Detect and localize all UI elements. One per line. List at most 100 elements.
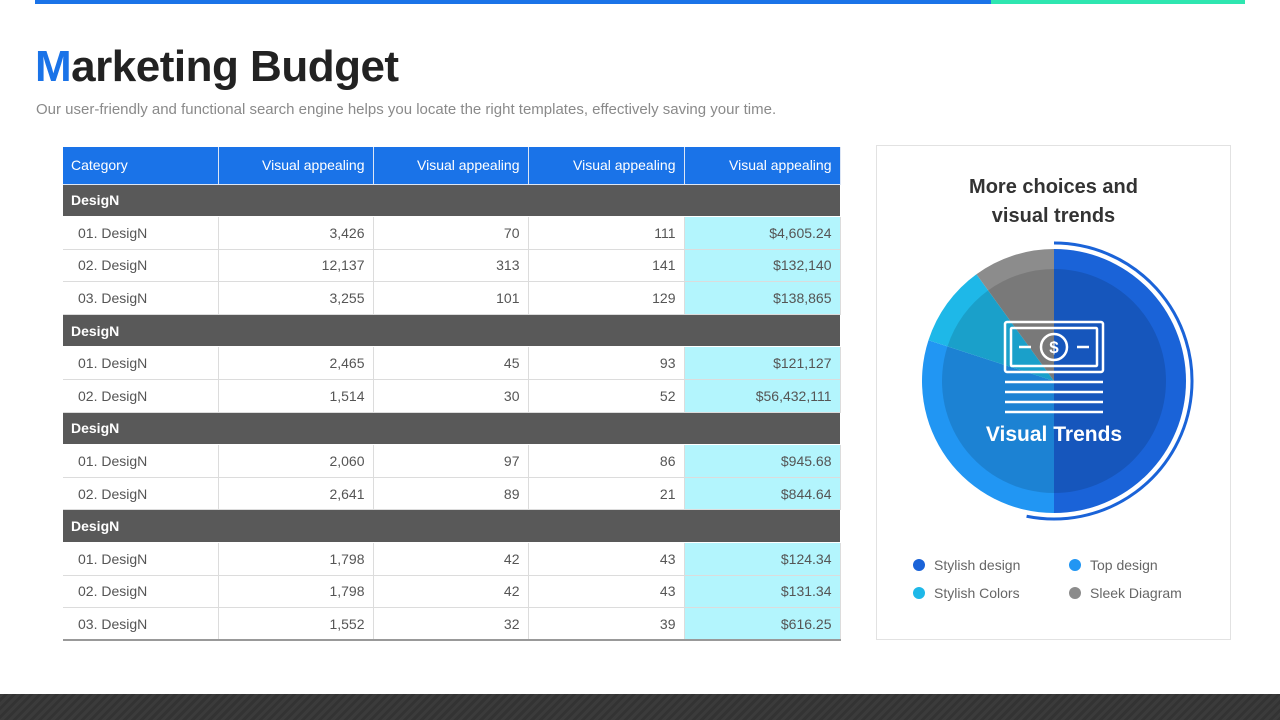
page-subtitle: Our user-friendly and functional search … xyxy=(36,101,777,118)
table-row[interactable]: 01. DesigN 3,426 70 111 $4,605.24 xyxy=(63,216,841,250)
row-category: 02. DesigN xyxy=(63,379,219,413)
table-row[interactable]: 02. DesigN 12,137 313 141 $132,140 xyxy=(63,249,841,283)
row-value: 111 xyxy=(528,216,685,250)
column-header[interactable]: Visual appealing xyxy=(684,147,841,185)
row-value: 86 xyxy=(528,444,685,478)
row-value: 1,514 xyxy=(218,379,374,413)
table-group-row: DesigN xyxy=(63,314,840,348)
row-value: 12,137 xyxy=(218,249,374,283)
table-row[interactable]: 02. DesigN 1,514 30 52 $56,432,111 xyxy=(63,379,841,413)
top-accent-bar-secondary xyxy=(991,0,1245,4)
budget-table: Category Visual appealing Visual appeali… xyxy=(63,147,841,642)
legend-item: Stylish Colors xyxy=(913,585,1020,601)
table-row[interactable]: 01. DesigN 2,060 97 86 $945.68 xyxy=(63,444,841,478)
row-value: 89 xyxy=(373,477,529,511)
legend-swatch xyxy=(913,559,925,571)
visual-trends-card: More choices and visual trends $ Visual … xyxy=(876,145,1231,640)
table-group-row: DesigN xyxy=(63,184,840,218)
row-value: 43 xyxy=(528,575,685,609)
row-amount: $132,140 xyxy=(684,249,841,283)
row-value: 129 xyxy=(528,281,685,315)
pie-chart: $ Visual Trends xyxy=(922,241,1194,521)
row-category: 01. DesigN xyxy=(63,216,219,250)
row-value: 32 xyxy=(373,607,529,642)
row-value: 141 xyxy=(528,249,685,283)
row-category: 03. DesigN xyxy=(63,281,219,315)
table-group-row: DesigN xyxy=(63,509,840,544)
page-title: Marketing Budget xyxy=(35,42,399,92)
row-value: 3,255 xyxy=(218,281,374,315)
title-rest: arketing Budget xyxy=(71,42,399,91)
title-first-letter: M xyxy=(35,42,72,91)
top-accent-bar xyxy=(35,0,991,4)
row-amount: $945.68 xyxy=(684,444,841,478)
row-amount: $121,127 xyxy=(684,346,841,381)
row-value: 42 xyxy=(373,542,529,576)
table-row[interactable]: 02. DesigN 1,798 42 43 $131.34 xyxy=(63,575,841,609)
legend-item: Sleek Diagram xyxy=(1069,585,1182,601)
pie-outer-arc xyxy=(1026,241,1194,521)
legend-label: Top design xyxy=(1090,557,1158,573)
row-value: 2,465 xyxy=(218,346,374,381)
dollar-sign-glyph: $ xyxy=(1049,338,1059,357)
group-label: DesigN xyxy=(63,184,840,218)
footer-band xyxy=(0,694,1280,720)
table-group-row: DesigN xyxy=(63,412,840,446)
table-row[interactable]: 03. DesigN 3,255 101 129 $138,865 xyxy=(63,281,841,315)
pie-slice-inner xyxy=(1054,269,1166,493)
column-header[interactable]: Visual appealing xyxy=(528,147,685,185)
row-category: 01. DesigN xyxy=(63,444,219,478)
row-value: 1,798 xyxy=(218,575,374,609)
row-category: 02. DesigN xyxy=(63,575,219,609)
legend-item: Top design xyxy=(1069,557,1158,573)
row-value: 97 xyxy=(373,444,529,478)
row-amount: $138,865 xyxy=(684,281,841,315)
card-title-line: visual trends xyxy=(991,205,1116,227)
legend-item: Stylish design xyxy=(913,557,1020,573)
table-header-row: Category Visual appealing Visual appeali… xyxy=(63,147,841,185)
row-amount: $56,432,111 xyxy=(684,379,841,413)
row-value: 93 xyxy=(528,346,685,381)
row-amount: $4,605.24 xyxy=(684,216,841,250)
row-value: 30 xyxy=(373,379,529,413)
row-category: 02. DesigN xyxy=(63,477,219,511)
row-value: 21 xyxy=(528,477,685,511)
row-value: 70 xyxy=(373,216,529,250)
card-title: More choices and visual trends xyxy=(877,173,1230,231)
pie-slice xyxy=(922,340,1054,513)
table-body: DesigN 01. DesigN 3,426 70 111 $4,605.24 02. D… xyxy=(63,184,841,642)
table-row[interactable]: 03. DesigN 1,552 32 39 $616.25 xyxy=(63,607,841,642)
column-header[interactable]: Visual appealing xyxy=(373,147,529,185)
legend-label: Stylish Colors xyxy=(934,585,1020,601)
row-amount: $131.34 xyxy=(684,575,841,609)
row-value: 45 xyxy=(373,346,529,381)
money-bill-icon xyxy=(1003,320,1105,414)
group-label: DesigN xyxy=(63,509,840,544)
row-category: 03. DesigN xyxy=(63,607,219,642)
group-label: DesigN xyxy=(63,314,840,348)
legend-swatch xyxy=(913,587,925,599)
pie-slice-inner xyxy=(988,269,1054,381)
pie-center-label: Visual Trends xyxy=(986,423,1122,446)
pie-slice xyxy=(1054,249,1186,513)
column-header[interactable]: Visual appealing xyxy=(218,147,374,185)
row-value: 3,426 xyxy=(218,216,374,250)
row-amount: $124.34 xyxy=(684,542,841,576)
row-value: 2,060 xyxy=(218,444,374,478)
row-value: 313 xyxy=(373,249,529,283)
group-label: DesigN xyxy=(63,412,840,446)
row-value: 2,641 xyxy=(218,477,374,511)
row-value: 101 xyxy=(373,281,529,315)
row-category: 01. DesigN xyxy=(63,346,219,381)
row-amount: $844.64 xyxy=(684,477,841,511)
pie-slice xyxy=(976,249,1054,381)
row-value: 1,798 xyxy=(218,542,374,576)
column-header[interactable]: Category xyxy=(63,147,219,185)
legend-label: Stylish design xyxy=(934,557,1021,573)
table-row[interactable]: 02. DesigN 2,641 89 21 $844.64 xyxy=(63,477,841,511)
legend-swatch xyxy=(1069,559,1081,571)
row-value: 39 xyxy=(528,607,685,642)
row-value: 52 xyxy=(528,379,685,413)
table-row[interactable]: 01. DesigN 2,465 45 93 $121,127 xyxy=(63,346,841,381)
table-row[interactable]: 01. DesigN 1,798 42 43 $124.34 xyxy=(63,542,841,576)
